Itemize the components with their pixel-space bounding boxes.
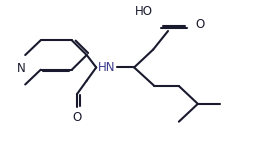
Text: N: N [17,62,25,75]
Text: O: O [73,111,82,124]
Text: HN: HN [98,61,116,74]
Text: O: O [195,18,204,31]
Text: HO: HO [135,5,153,18]
